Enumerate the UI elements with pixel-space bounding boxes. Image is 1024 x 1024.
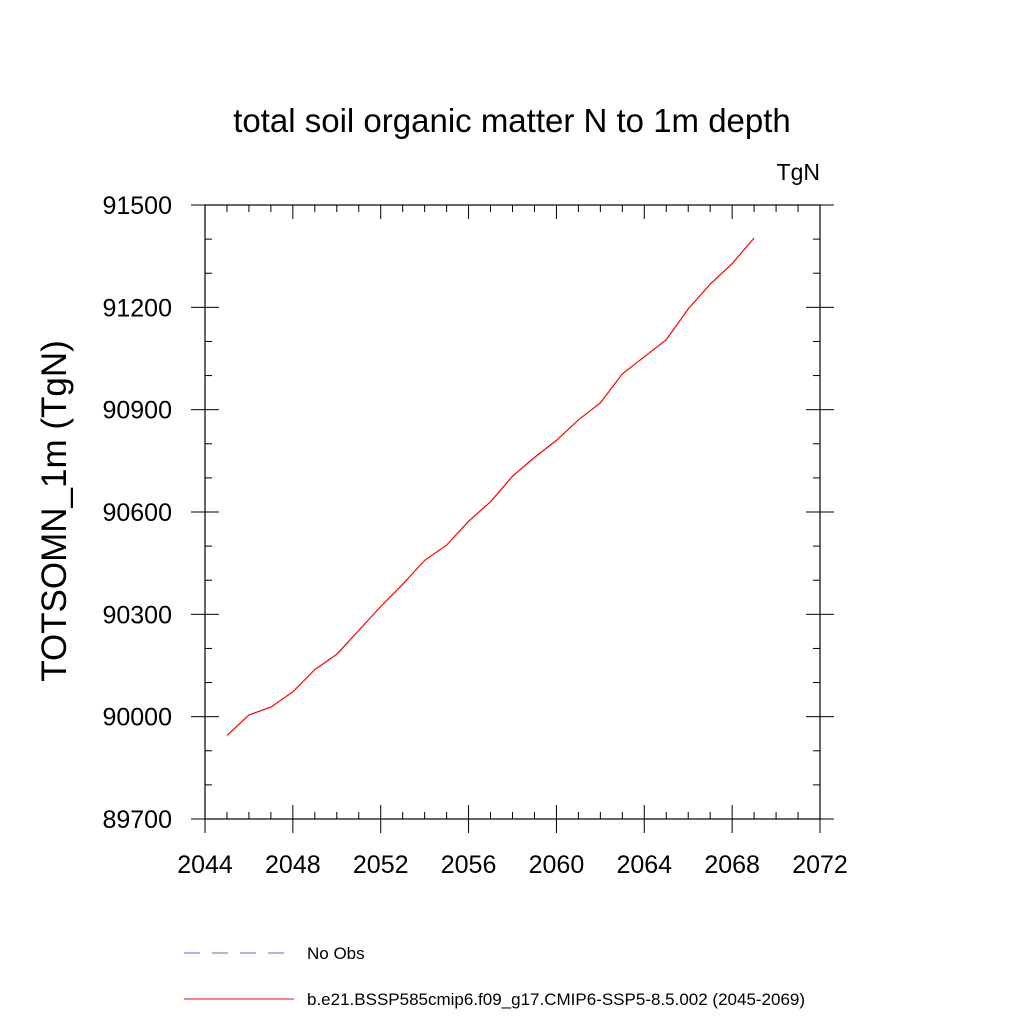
series-line bbox=[226, 237, 755, 736]
y-tick-label: 91500 bbox=[102, 192, 172, 220]
y-tick-label: 90900 bbox=[102, 397, 172, 425]
x-tick-label: 2048 bbox=[265, 851, 321, 879]
legend: No Obs b.e21.BSSP585cmip6.f09_g17.CMIP6-S… bbox=[184, 944, 805, 1009]
x-tick-label: 2072 bbox=[792, 851, 848, 879]
y-tick-label: 90600 bbox=[102, 499, 172, 527]
x-tick-label: 2068 bbox=[704, 851, 760, 879]
y-tick-label: 90300 bbox=[102, 601, 172, 629]
chart-title: total soil organic matter N to 1m depth bbox=[233, 102, 791, 139]
y-axis-label: TOTSOMN_1m (TgN) bbox=[35, 340, 74, 682]
legend-label: b.e21.BSSP585cmip6.f09_g17.CMIP6-SSP5-8.… bbox=[307, 990, 805, 1009]
x-tick-label: 2052 bbox=[353, 851, 409, 879]
y-tick-label: 91200 bbox=[102, 294, 172, 322]
units-label: TgN bbox=[777, 159, 820, 185]
axis-tick-labels: 2044 2048 2052 2056 2060 2064 2068 2072 89700 900… bbox=[102, 192, 847, 879]
y-tick-label: 90000 bbox=[102, 704, 172, 732]
plot-frame bbox=[204, 204, 821, 820]
x-tick-label: 2056 bbox=[441, 851, 497, 879]
x-tick-label: 2044 bbox=[177, 851, 233, 879]
y-tick-label: 89700 bbox=[102, 806, 172, 834]
axis-ticks bbox=[191, 204, 834, 833]
x-tick-label: 2060 bbox=[529, 851, 585, 879]
data-series bbox=[226, 237, 755, 736]
x-tick-label: 2064 bbox=[616, 851, 672, 879]
legend-label: No Obs bbox=[307, 944, 365, 963]
